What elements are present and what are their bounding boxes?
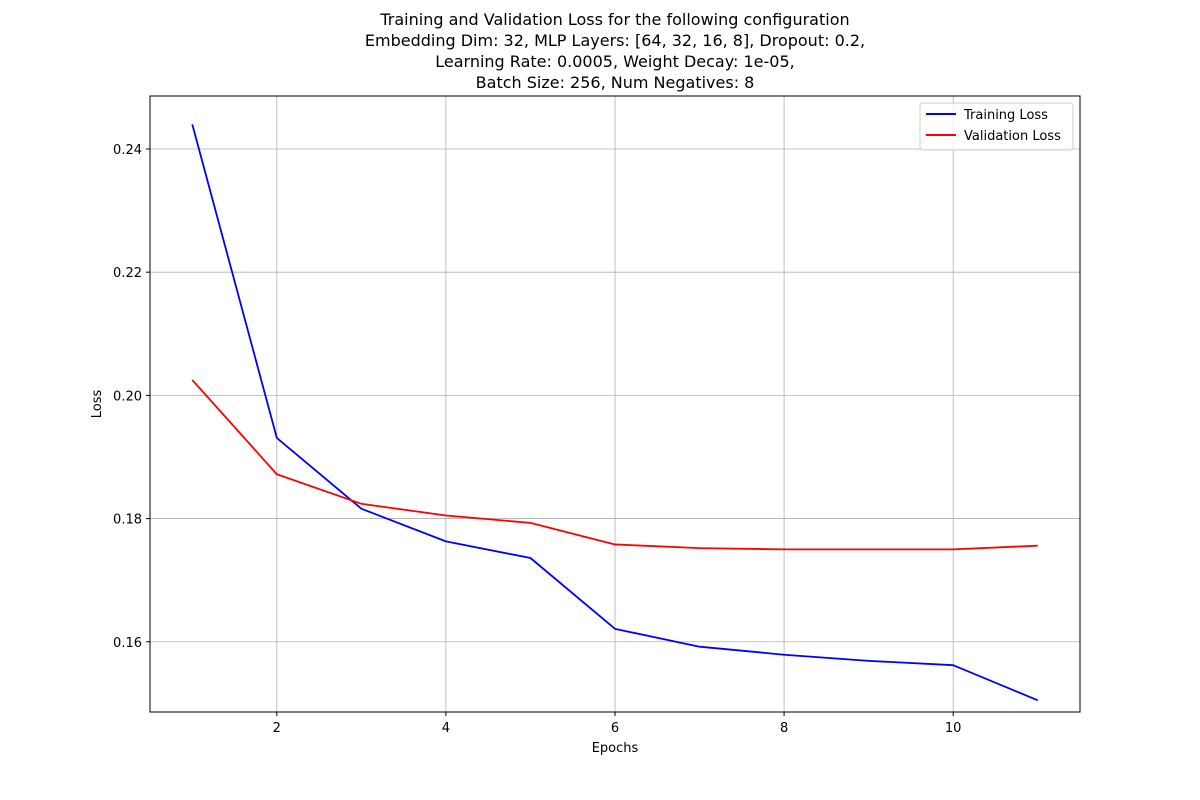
y-tick-label: 0.16 xyxy=(113,636,142,651)
x-tick-label: 2 xyxy=(273,721,281,736)
y-tick-label: 0.20 xyxy=(113,389,142,404)
legend: Training Loss Validation Loss xyxy=(919,102,1074,151)
legend-label-training-loss: Training Loss xyxy=(963,108,1048,123)
title-line-3: Learning Rate: 0.0005, Weight Decay: 1e-… xyxy=(435,52,794,71)
x-tick-label: 4 xyxy=(442,721,450,736)
x-axis-label: Epochs xyxy=(592,741,639,756)
title-line-4: Batch Size: 256, Num Negatives: 8 xyxy=(476,73,755,92)
legend-label-validation-loss: Validation Loss xyxy=(964,129,1061,144)
y-tick-label: 0.18 xyxy=(113,513,142,528)
grid xyxy=(150,96,1080,712)
plot-frame xyxy=(149,95,1081,713)
legend-box xyxy=(919,102,1074,151)
y-tick-label: 0.22 xyxy=(113,266,142,281)
data-series xyxy=(191,124,1039,702)
x-tick-label: 6 xyxy=(611,721,619,736)
title-line-2: Embedding Dim: 32, MLP Layers: [64, 32, … xyxy=(365,31,865,50)
y-axis-label: Loss xyxy=(90,390,105,419)
series-line-training-loss xyxy=(191,124,1039,702)
series-line-validation-loss xyxy=(191,379,1038,551)
chart-title: Training and Validation Loss for the fol… xyxy=(365,10,865,92)
x-tick-label: 10 xyxy=(945,721,962,736)
x-tick-label: 8 xyxy=(780,721,788,736)
axis-ticks: 2 4 6 8 10 0.16 0.18 0.20 0.22 0.24 xyxy=(113,143,961,736)
y-tick-label: 0.24 xyxy=(113,143,142,158)
title-line-1: Training and Validation Loss for the fol… xyxy=(379,10,849,29)
